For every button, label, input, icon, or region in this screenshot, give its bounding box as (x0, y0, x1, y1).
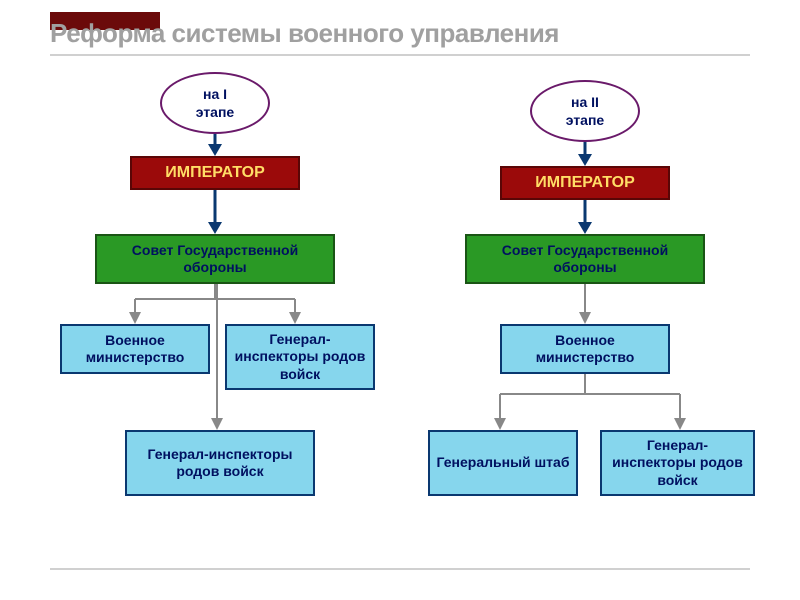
stage2-council-text: Совет Государственной обороны (471, 242, 699, 277)
stage1-inspectors-top: Генерал-инспекторы родов войск (225, 324, 375, 390)
stage1-label-text: на I этапе (196, 85, 234, 121)
stage2-ministry: Военное министерство (500, 324, 670, 374)
arrow-stage2-emperor-council (575, 200, 595, 234)
tree-stage1-council (95, 284, 375, 324)
stage1-inspectors-bottom: Генерал-инспекторы родов войск (125, 430, 315, 496)
stage1-label: на I этапе (160, 72, 270, 134)
page-title: Реформа системы военного управления (50, 18, 559, 49)
stage1-emperor-text: ИМПЕРАТОР (165, 163, 265, 183)
stage2-label: на II этапе (530, 80, 640, 142)
stage2-emperor-text: ИМПЕРАТОР (535, 173, 635, 193)
arrow-stage1-to-bottom (207, 284, 227, 430)
footer-line (50, 568, 750, 570)
arrow-stage2-ellipse-emperor (575, 142, 595, 166)
stage2-staff-text: Генеральный штаб (437, 454, 570, 472)
stage2-label-text: на II этапе (566, 93, 604, 129)
stage1-inspectors-top-text: Генерал-инспекторы родов войск (231, 331, 369, 384)
arrow-stage1-ellipse-emperor (205, 134, 225, 156)
stage2-staff: Генеральный штаб (428, 430, 578, 496)
stage2-ministry-text: Военное министерство (506, 332, 664, 367)
tree-stage2-ministry (430, 374, 750, 430)
stage2-inspectors-text: Генерал-инспекторы родов войск (606, 437, 749, 490)
title-underline (50, 54, 750, 56)
arrow-stage2-council-ministry (575, 284, 595, 324)
stage1-inspectors-bottom-text: Генерал-инспекторы родов войск (131, 446, 309, 481)
stage1-council: Совет Государственной обороны (95, 234, 335, 284)
stage1-council-text: Совет Государственной обороны (101, 242, 329, 277)
stage2-council: Совет Государственной обороны (465, 234, 705, 284)
stage2-inspectors: Генерал-инспекторы родов войск (600, 430, 755, 496)
stage1-emperor: ИМПЕРАТОР (130, 156, 300, 190)
arrow-stage1-emperor-council (205, 190, 225, 234)
stage1-ministry-text: Военное министерство (66, 332, 204, 367)
stage2-emperor: ИМПЕРАТОР (500, 166, 670, 200)
stage1-ministry: Военное министерство (60, 324, 210, 374)
